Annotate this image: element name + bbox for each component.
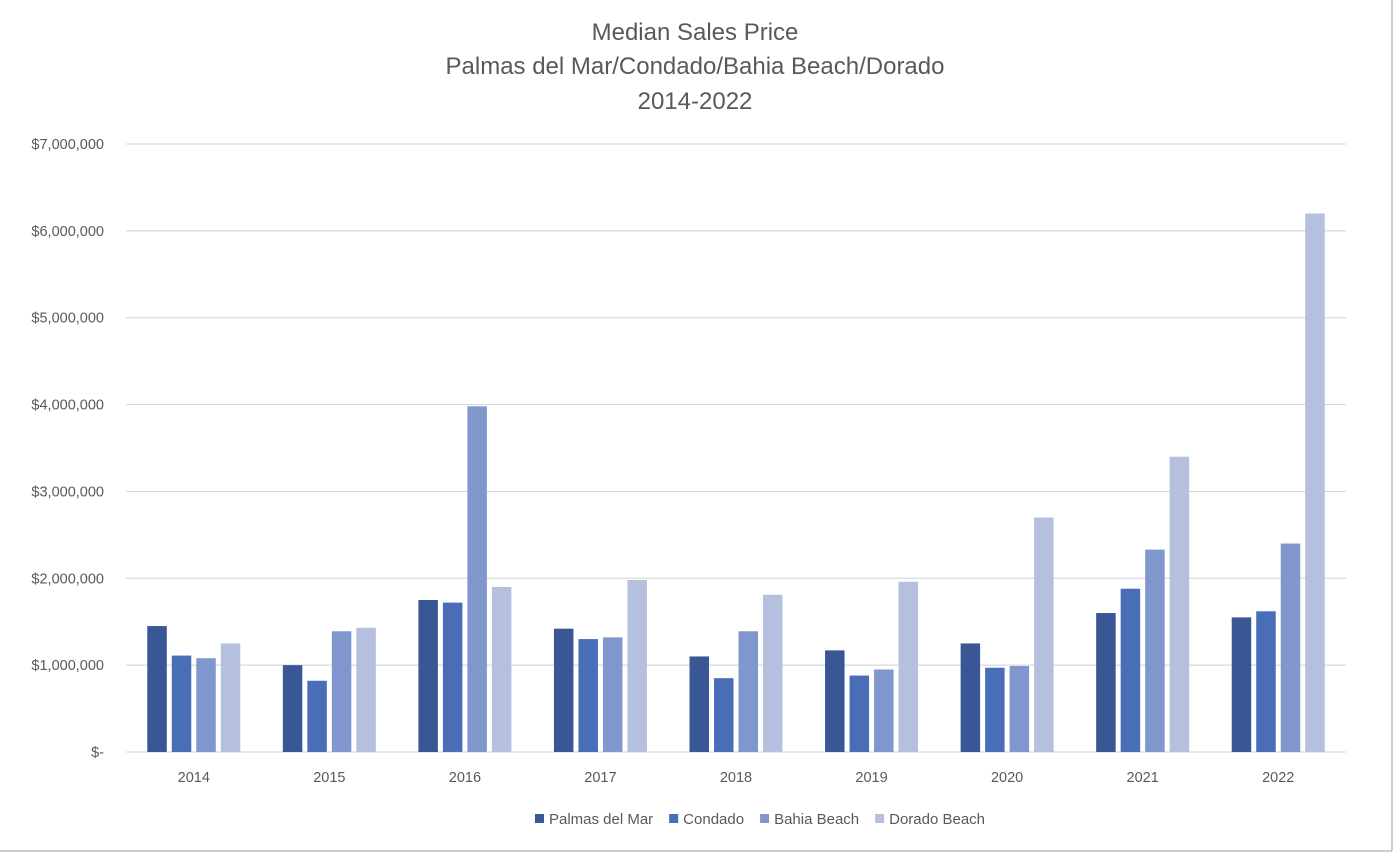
legend-label: Dorado Beach	[889, 811, 985, 828]
bar-condado-2021	[1120, 588, 1141, 752]
bar-palmas-del-mar-2017	[553, 628, 574, 752]
bar-dorado-beach-2022	[1305, 213, 1325, 752]
bar-palmas-del-mar-2016	[418, 600, 438, 752]
bar-bahia-beach-2022	[1280, 543, 1301, 752]
bar-bahia-beach-2021	[1145, 549, 1165, 752]
x-tick-label: 2016	[449, 770, 481, 786]
bar-bahia-beach-2020	[1009, 666, 1030, 752]
bar-dorado-beach-2014	[220, 643, 241, 752]
y-tick-label: $1,000,000	[31, 658, 104, 674]
bar-bahia-beach-2018	[738, 631, 758, 752]
bar-condado-2020	[985, 667, 1005, 752]
bar-palmas-del-mar-2021	[1096, 613, 1116, 752]
y-tick-label: $2,000,000	[31, 571, 104, 587]
x-tick-label: 2020	[991, 770, 1023, 786]
legend-swatch	[534, 814, 544, 823]
y-tick-label: $5,000,000	[31, 311, 104, 327]
chart-title-line-3: 2014-2022	[637, 88, 753, 115]
legend-swatch	[875, 814, 885, 823]
bar-condado-2015	[307, 680, 327, 752]
bar-bahia-beach-2016	[467, 406, 487, 752]
bar-bahia-beach-2019	[874, 669, 894, 752]
legend-label: Condado	[683, 811, 744, 828]
bar-palmas-del-mar-2022	[1231, 617, 1252, 752]
chart-title-line-1: Median Sales Price	[591, 19, 799, 46]
bar-palmas-del-mar-2015	[282, 665, 303, 752]
bar-palmas-del-mar-2018	[689, 656, 709, 752]
y-tick-label: $-	[91, 745, 104, 761]
bar-dorado-beach-2015	[356, 627, 376, 752]
legend-swatch	[669, 814, 679, 823]
bar-dorado-beach-2016	[491, 586, 512, 752]
y-tick-label: $3,000,000	[31, 484, 104, 500]
x-tick-label: 2017	[584, 770, 616, 786]
x-tick-label: 2018	[720, 770, 752, 786]
x-tick-label: 2014	[178, 770, 210, 786]
y-tick-label: $7,000,000	[31, 137, 104, 153]
x-tick-label: 2022	[1262, 770, 1294, 786]
legend-label: Bahia Beach	[774, 811, 859, 828]
legend-swatch	[760, 814, 770, 823]
bar-condado-2022	[1256, 611, 1276, 752]
legend-label: Palmas del Mar	[549, 811, 653, 828]
x-tick-label: 2015	[313, 770, 345, 786]
bar-dorado-beach-2021	[1169, 456, 1190, 752]
bar-palmas-del-mar-2014	[147, 626, 167, 752]
bar-dorado-beach-2017	[627, 580, 647, 752]
x-tick-label: 2021	[1127, 770, 1159, 786]
bar-condado-2014	[171, 655, 192, 752]
bar-condado-2016	[442, 602, 463, 752]
chart-title-line-2: Palmas del Mar/Condado/Bahia Beach/Dorad…	[445, 53, 945, 80]
bar-palmas-del-mar-2019	[825, 650, 845, 752]
bar-dorado-beach-2018	[763, 594, 783, 752]
bar-bahia-beach-2017	[602, 637, 623, 752]
bar-condado-2019	[849, 675, 870, 752]
bar-condado-2018	[714, 678, 734, 752]
bar-bahia-beach-2014	[196, 658, 216, 752]
bar-bahia-beach-2015	[331, 631, 352, 752]
bar-palmas-del-mar-2020	[960, 643, 981, 752]
y-tick-label: $6,000,000	[31, 224, 104, 240]
x-tick-label: 2019	[855, 770, 887, 786]
bar-dorado-beach-2019	[898, 581, 919, 752]
bar-dorado-beach-2020	[1034, 517, 1054, 752]
y-tick-label: $4,000,000	[31, 398, 104, 414]
bar-condado-2017	[578, 639, 598, 752]
